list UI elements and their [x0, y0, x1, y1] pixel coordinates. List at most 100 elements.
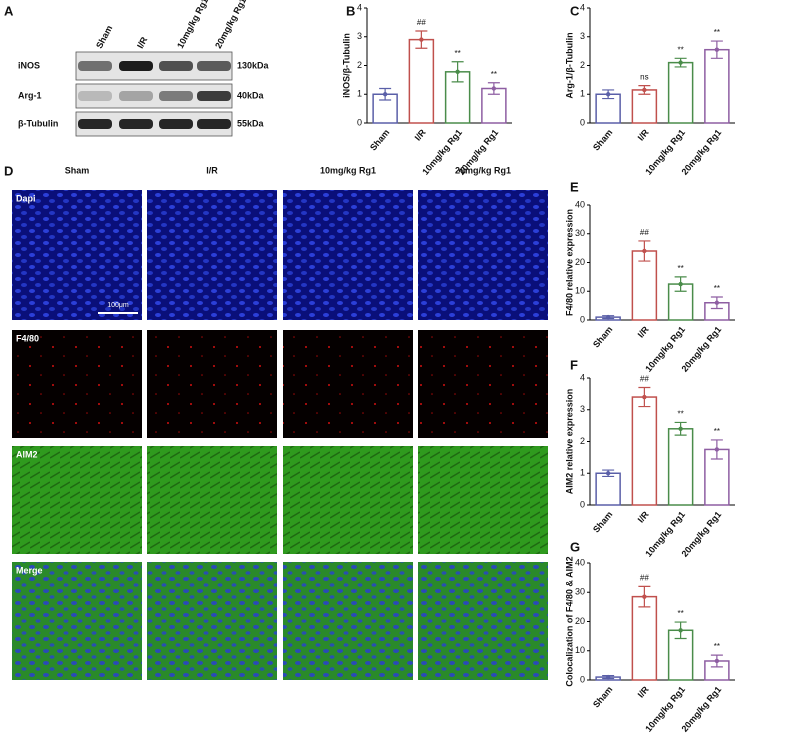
- significance: ##: [640, 574, 649, 583]
- x-tick-label: Sham: [368, 127, 391, 152]
- blot-band: [197, 61, 231, 71]
- significance: **: [678, 45, 684, 54]
- lane-label: 10mg/kg Rg1: [175, 0, 210, 50]
- blot-band: [159, 91, 193, 101]
- y-tick-label: 40: [575, 199, 585, 209]
- y-tick-label: 2: [357, 60, 362, 70]
- column-label: 20mg/kg Rg1: [455, 165, 511, 175]
- mean-dot: [714, 447, 720, 452]
- y-tick-label: 30: [575, 587, 585, 597]
- significance: ##: [417, 18, 426, 27]
- blot-band: [119, 91, 153, 101]
- blot-band: [197, 119, 231, 129]
- mean-dot: [382, 92, 388, 97]
- micrograph: [418, 446, 548, 554]
- micrograph: [147, 330, 277, 438]
- micrograph: [12, 446, 142, 554]
- micrograph: [12, 190, 142, 320]
- y-tick-label: 0: [357, 117, 362, 127]
- bar: [667, 61, 694, 124]
- blot-band: [159, 119, 193, 129]
- mean-dot: [642, 594, 647, 599]
- micrograph: [147, 446, 277, 554]
- micrograph: [283, 330, 413, 438]
- micrograph: [283, 190, 413, 320]
- panel-label: G: [570, 539, 580, 554]
- mean-dot: [714, 658, 720, 664]
- x-tick-label: I/R: [636, 324, 651, 340]
- mean-dot: [642, 87, 647, 93]
- mean-dot: [678, 628, 683, 633]
- protein-label: β-Tubulin: [18, 118, 58, 128]
- significance: **: [678, 410, 684, 419]
- blot-band: [159, 61, 193, 71]
- micrograph: [418, 330, 548, 438]
- x-tick-label: Sham: [591, 324, 614, 349]
- mean-dot: [419, 37, 424, 42]
- y-tick-label: 4: [357, 2, 362, 12]
- lane-label: Sham: [94, 24, 114, 50]
- micrograph: [283, 446, 413, 554]
- significance: **: [678, 609, 684, 618]
- lane-label: 20mg/kg Rg1: [213, 0, 248, 50]
- size-label: 40kDa: [237, 90, 265, 100]
- significance: **: [714, 642, 720, 651]
- bar: [631, 89, 658, 124]
- column-label: 10mg/kg Rg1: [320, 165, 376, 175]
- mean-dot: [714, 300, 720, 305]
- y-tick-label: 20: [575, 616, 585, 626]
- channel-label: AIM2: [16, 449, 38, 459]
- size-label: 130kDa: [237, 60, 270, 70]
- panel-label: B: [346, 3, 355, 18]
- size-label: 55kDa: [237, 118, 265, 128]
- bar: [408, 38, 435, 124]
- bar: [595, 472, 621, 506]
- panel-label: E: [570, 179, 579, 194]
- y-tick-label: 3: [580, 404, 585, 414]
- y-tick-label: 10: [575, 645, 585, 655]
- significance: ##: [640, 375, 649, 384]
- significance: **: [678, 264, 684, 273]
- significance: **: [491, 70, 497, 79]
- mean-dot: [605, 471, 611, 476]
- significance: **: [714, 427, 720, 436]
- mean-dot: [714, 47, 720, 52]
- column-label: I/R: [206, 165, 218, 175]
- micrograph: [12, 330, 142, 438]
- mean-dot: [491, 86, 497, 91]
- significance: **: [714, 284, 720, 293]
- y-tick-label: 1: [580, 89, 585, 99]
- y-tick-label: 1: [357, 89, 362, 99]
- blot-band: [78, 91, 112, 101]
- micrograph: [147, 190, 277, 320]
- x-tick-label: I/R: [636, 127, 651, 143]
- scale-bar-label: 100μm: [107, 302, 129, 309]
- x-tick-label: I/R: [413, 127, 428, 143]
- mean-dot: [678, 281, 683, 287]
- y-tick-label: 0: [580, 674, 585, 684]
- y-tick-label: 3: [357, 31, 362, 41]
- significance: ##: [640, 228, 649, 237]
- y-tick-label: 4: [580, 2, 585, 12]
- y-axis-label: AIM2 relative expression: [564, 389, 574, 495]
- y-tick-label: 0: [580, 314, 585, 324]
- mean-dot: [678, 60, 683, 65]
- blot-band: [78, 119, 112, 129]
- y-tick-label: 20: [575, 257, 585, 267]
- channel-label: Merge: [16, 565, 43, 575]
- y-tick-label: 1: [580, 468, 585, 478]
- x-tick-label: Sham: [591, 509, 614, 534]
- column-label: Sham: [65, 165, 90, 175]
- x-tick-label: Sham: [591, 127, 614, 152]
- micrograph: [418, 562, 548, 680]
- blot-band: [197, 91, 231, 101]
- y-axis-label: Colocalization of F4/80 & AIM2: [564, 556, 574, 686]
- channel-label: Dapi: [16, 193, 36, 203]
- y-tick-label: 40: [575, 557, 585, 567]
- significance: **: [714, 28, 720, 37]
- lane-label: I/R: [135, 35, 149, 50]
- y-axis-label: F4/80 relative expression: [564, 209, 574, 316]
- x-tick-label: I/R: [636, 684, 651, 700]
- mean-dot: [605, 92, 611, 97]
